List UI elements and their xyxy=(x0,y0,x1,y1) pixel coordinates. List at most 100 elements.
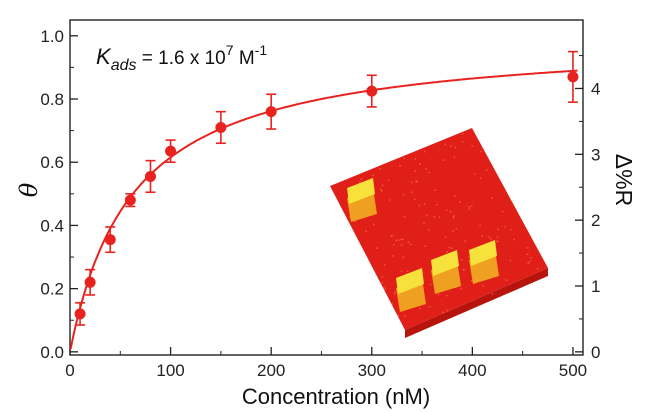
inset-texture xyxy=(384,264,386,266)
y-tick-label: 0.2 xyxy=(40,280,64,299)
inset-texture xyxy=(365,230,367,232)
inset-texture xyxy=(394,293,396,295)
inset-texture xyxy=(404,315,406,317)
inset-texture xyxy=(492,293,494,295)
inset-texture xyxy=(442,312,444,314)
inset-texture xyxy=(527,254,529,256)
inset-texture xyxy=(468,256,470,258)
kads-unit: M xyxy=(234,48,255,69)
inset-texture xyxy=(382,185,384,187)
inset-texture xyxy=(529,261,531,263)
data-point xyxy=(85,277,96,288)
inset-texture xyxy=(419,163,421,165)
inset-texture xyxy=(373,224,375,226)
x-tick-label: 200 xyxy=(257,361,285,380)
inset-texture xyxy=(424,151,426,153)
y2-tick-label: 4 xyxy=(591,79,600,98)
inset-texture xyxy=(497,236,499,238)
inset-texture xyxy=(446,295,448,297)
kads-subscript: ads xyxy=(111,57,137,74)
inset-texture xyxy=(490,238,492,240)
inset-texture xyxy=(469,208,471,210)
inset-texture xyxy=(401,244,403,246)
inset-texture xyxy=(443,159,445,161)
inset-texture xyxy=(447,310,449,312)
inset-texture xyxy=(382,276,384,278)
inset-texture xyxy=(359,181,361,183)
inset-texture xyxy=(450,145,452,147)
inset-texture xyxy=(376,247,378,249)
inset-texture xyxy=(510,229,512,231)
kads-symbol: K xyxy=(96,44,112,69)
inset-texture xyxy=(424,204,426,206)
inset-texture xyxy=(428,172,430,174)
inset-texture xyxy=(412,192,414,194)
inset-texture xyxy=(380,168,382,170)
inset-texture xyxy=(464,240,466,242)
kads-unit-exponent: -1 xyxy=(255,42,268,58)
inset-texture xyxy=(392,303,394,305)
inset-texture xyxy=(450,211,452,213)
inset-texture xyxy=(471,205,473,207)
data-point xyxy=(366,86,377,97)
inset-texture xyxy=(436,204,438,206)
data-point xyxy=(165,146,176,157)
inset-texture xyxy=(497,229,499,231)
x-tick-label: 400 xyxy=(458,361,486,380)
inset-texture xyxy=(426,215,428,217)
inset-texture xyxy=(410,244,412,246)
inset-texture xyxy=(514,239,516,241)
inset-texture xyxy=(460,288,462,290)
data-point xyxy=(75,308,86,319)
inset-texture xyxy=(455,147,457,149)
inset-texture xyxy=(438,294,440,296)
inset-texture xyxy=(452,230,454,232)
inset-texture xyxy=(527,247,529,249)
inset-texture xyxy=(471,280,473,282)
kads-value: = 1.6 x 10 xyxy=(136,48,225,69)
inset-texture xyxy=(372,175,374,177)
inset-texture xyxy=(383,287,385,289)
inset-texture xyxy=(425,246,427,248)
inset-texture xyxy=(488,236,490,238)
inset-texture xyxy=(381,190,383,192)
inset-texture xyxy=(401,271,403,273)
inset-texture xyxy=(480,225,482,227)
inset-texture xyxy=(453,215,455,217)
inset-texture xyxy=(439,217,441,219)
x-tick-label: 500 xyxy=(559,361,587,380)
inset-texture xyxy=(505,226,507,228)
inset-texture xyxy=(419,205,421,207)
data-point xyxy=(567,71,578,82)
data-point xyxy=(105,234,116,245)
y-axis-label: θ xyxy=(15,182,43,197)
inset-texture xyxy=(433,216,435,218)
inset-texture xyxy=(385,289,387,291)
inset-texture xyxy=(445,236,447,238)
inset-texture xyxy=(403,158,405,160)
inset-texture xyxy=(401,239,403,241)
afm-inset-image xyxy=(330,128,548,338)
inset-texture xyxy=(416,181,418,183)
inset-texture xyxy=(446,210,448,212)
inset-texture xyxy=(429,306,431,308)
inset-texture xyxy=(463,269,465,271)
y-tick-label: 0.8 xyxy=(40,90,64,109)
inset-texture xyxy=(404,216,406,218)
inset-texture xyxy=(411,182,413,184)
inset-texture xyxy=(415,171,417,173)
inset-texture xyxy=(392,255,394,257)
inset-texture xyxy=(456,228,458,230)
inset-texture xyxy=(454,195,456,197)
inset-texture xyxy=(419,308,421,310)
inset-texture xyxy=(510,260,512,262)
x-axis-label: Concentration (nM) xyxy=(242,384,430,409)
x-tick-label: 300 xyxy=(358,361,386,380)
inset-texture xyxy=(396,240,398,242)
inset-texture xyxy=(403,194,405,196)
inset-texture xyxy=(408,241,410,243)
inset-texture xyxy=(425,168,427,170)
y2-tick-label: 2 xyxy=(591,211,600,230)
inset-texture xyxy=(407,271,409,273)
